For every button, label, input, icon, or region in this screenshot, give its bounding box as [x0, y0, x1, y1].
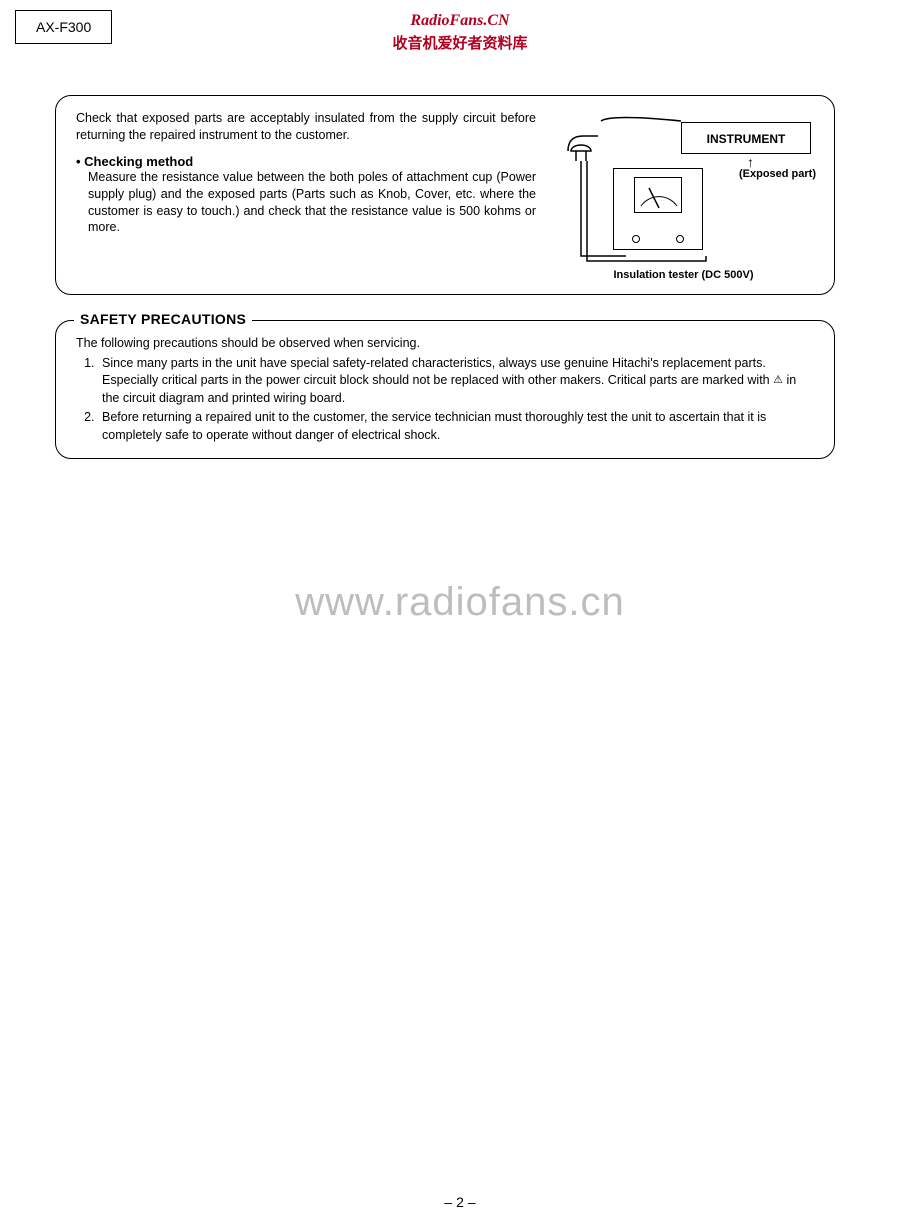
- instrument-box: INSTRUMENT: [681, 122, 811, 154]
- tester-diagram: INSTRUMENT ↑ (Exposed part): [551, 106, 816, 281]
- safety-intro: The following precautions should be obse…: [76, 335, 814, 353]
- warning-triangle-icon: ⚠: [773, 373, 783, 388]
- tester-box: [613, 168, 703, 250]
- watermark-en: RadioFans.CN: [0, 12, 920, 30]
- page-watermark: www.radiofans.cn: [0, 580, 920, 625]
- safety-item-1: Since many parts in the unit have specia…: [98, 355, 814, 408]
- safety-list: Since many parts in the unit have specia…: [76, 355, 814, 445]
- tester-label: Insulation tester (DC 500V): [551, 269, 816, 281]
- checking-text: Check that exposed parts are acceptably …: [76, 110, 536, 236]
- checking-box: Check that exposed parts are acceptably …: [55, 95, 835, 295]
- safety-item-1a: Since many parts in the unit have specia…: [102, 356, 773, 388]
- safety-title: SAFETY PRECAUTIONS: [74, 311, 252, 327]
- exposed-part-label: (Exposed part): [739, 168, 816, 180]
- checking-intro: Check that exposed parts are acceptably …: [76, 110, 536, 144]
- plug-icon: [563, 126, 603, 166]
- checking-method-title: • Checking method: [76, 154, 536, 169]
- checking-method-body: Measure the resistance value between the…: [88, 169, 536, 237]
- terminal-icon: [676, 235, 684, 243]
- meter-icon: [634, 177, 682, 213]
- terminal-icon: [632, 235, 640, 243]
- safety-item-2: Before returning a repaired unit to the …: [98, 409, 814, 444]
- terminals: [614, 235, 702, 243]
- page-number: – 2 –: [0, 1194, 920, 1210]
- header-watermark: RadioFans.CN 收音机爱好者资料库: [0, 12, 920, 53]
- watermark-cn: 收音机爱好者资料库: [0, 32, 920, 53]
- safety-box: SAFETY PRECAUTIONS The following precaut…: [55, 320, 835, 459]
